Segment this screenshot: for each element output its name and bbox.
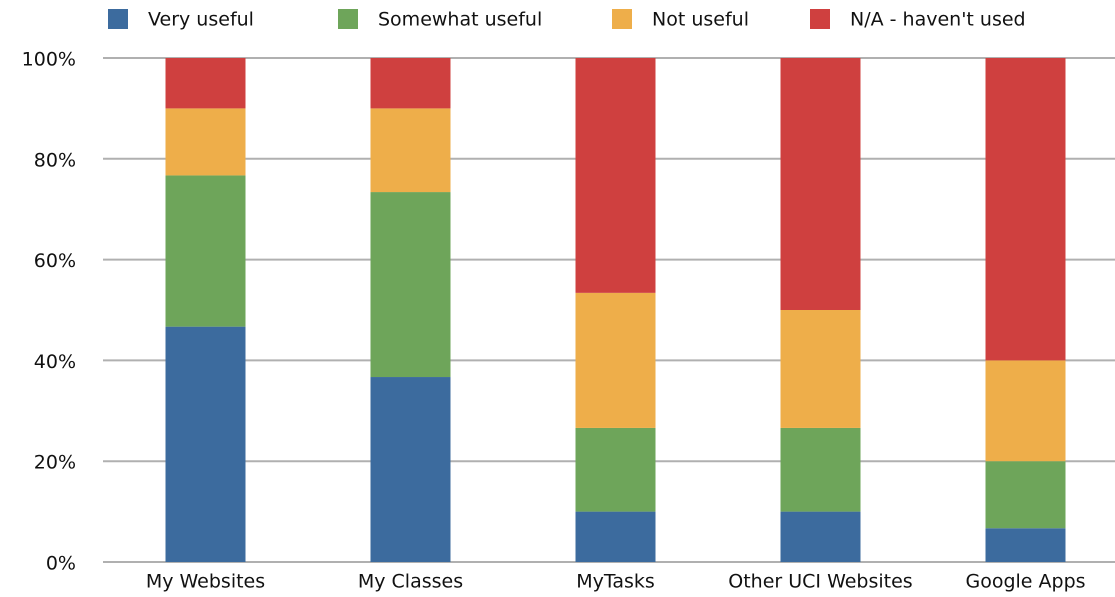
bar-segment [575,292,656,428]
x-tick-label: My Websites [146,571,265,593]
x-tick-label: MyTasks [576,571,655,593]
legend-swatch [612,9,632,29]
y-tick-label: 0% [46,553,76,575]
legend-swatch [810,9,830,29]
legend-label: N/A - haven't used [850,9,1026,31]
y-tick-label: 60% [34,250,76,272]
y-tick-label: 20% [34,452,76,474]
bar-segment [165,108,246,176]
legend-label: Very useful [148,9,254,31]
y-tick-label: 40% [34,351,76,373]
bar-segment [575,58,656,293]
legend-swatch [338,9,358,29]
bar-segment [575,427,656,512]
bar-segment [165,175,246,327]
bar-segment [370,108,451,193]
x-tick-label: My Classes [358,571,463,593]
bar-segment [780,511,861,562]
legend-label: Not useful [652,9,749,31]
bar-segment [370,58,451,109]
bar-segment [575,511,656,562]
bar-segment [985,360,1066,462]
legend-label: Somewhat useful [378,9,542,31]
x-tick-label: Other UCI Websites [728,571,912,593]
bar-segment [985,461,1066,529]
bar-segment [165,326,246,562]
bar-segment [370,377,451,562]
x-tick-label: Google Apps [965,571,1085,593]
bar-segment [985,528,1066,562]
bar-segment [780,427,861,512]
y-tick-label: 80% [34,149,76,171]
y-tick-label: 100% [22,49,76,71]
bar-segment [370,192,451,378]
legend-swatch [108,9,128,29]
bar-segment [780,310,861,428]
bar-segment [985,58,1066,361]
bar-segment [165,58,246,109]
bar-segment [780,58,861,310]
